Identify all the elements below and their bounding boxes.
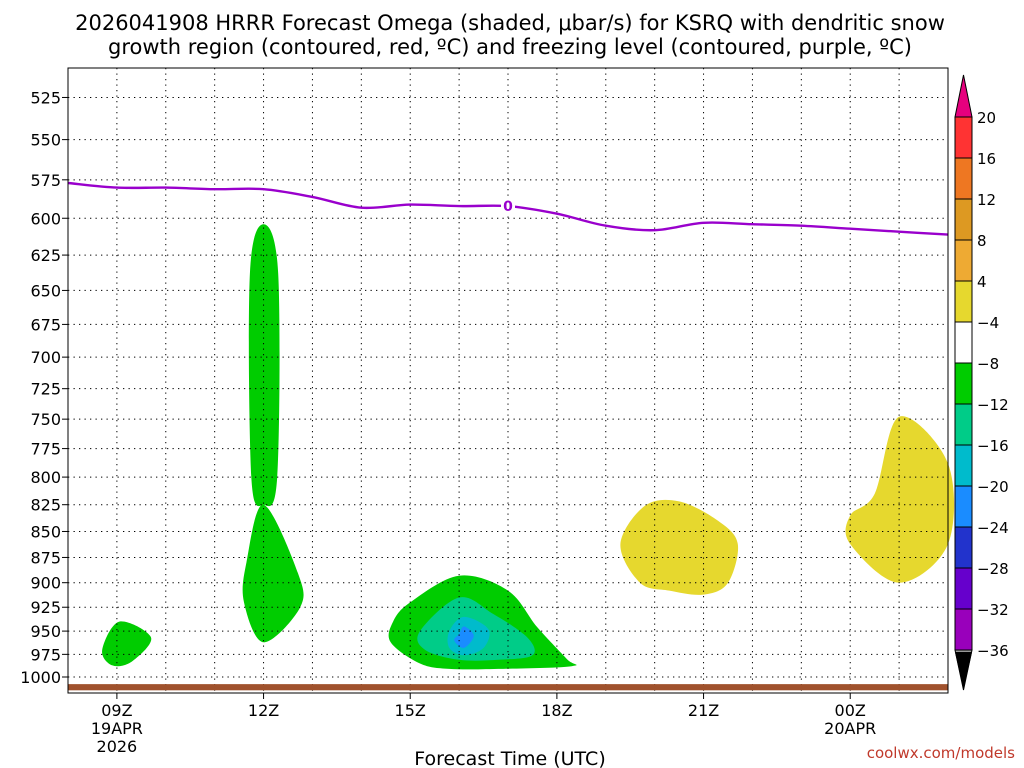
y-tick-label: 875: [30, 548, 61, 567]
ground-bar: [68, 684, 948, 691]
plot-area: [68, 68, 948, 693]
colorbar-segment: [954, 280, 973, 323]
x-tick-label: 21Z: [688, 701, 719, 720]
y-tick-label: 975: [30, 645, 61, 664]
colorbar-segment: [954, 321, 973, 364]
colorbar-segment: [954, 198, 973, 241]
colorbar-label: −24: [977, 519, 1009, 537]
y-tick-label: 775: [30, 440, 61, 459]
colorbar-bottom-arrow: [955, 652, 972, 690]
y-tick-label: 675: [30, 315, 61, 334]
y-tick-label: 900: [30, 574, 61, 593]
colorbar-label: −32: [977, 601, 1009, 619]
colorbar-segment: [954, 567, 973, 610]
plot-frame: [67, 67, 949, 694]
credit-text: coolwx.com/models: [867, 744, 1015, 762]
colorbar-label: 20: [977, 109, 996, 127]
omega-region-green-12z-upper: [248, 224, 280, 507]
x-tick-label: 00Z: [835, 701, 866, 720]
x-tick-label: 18Z: [541, 701, 572, 720]
x-tick-date: 20APR: [824, 719, 876, 738]
x-tick-label: 15Z: [395, 701, 426, 720]
colorbar-label: −20: [977, 478, 1009, 496]
colorbar-label: −16: [977, 437, 1009, 455]
freezing-level-contour: 0: [67, 181, 949, 236]
y-tick-label: 600: [30, 209, 61, 228]
omega-region-yellow-20z: [620, 499, 739, 595]
colorbar-segment: [954, 526, 973, 569]
colorbar-label: −36: [977, 642, 1009, 660]
colorbar-label: 4: [977, 273, 987, 291]
colorbar-segment: [954, 485, 973, 528]
omega-region-yellow-01z: [845, 416, 955, 583]
chart-title-line2: growth region (contoured, red, ºC) and f…: [108, 35, 912, 59]
colorbar-segment: [954, 444, 973, 487]
omega-region-green-12z-lower: [242, 504, 304, 643]
y-tick-label: 925: [30, 598, 61, 617]
chart-title-line1: 2026041908 HRRR Forecast Omega (shaded, …: [75, 11, 945, 35]
omega-region-green-09z: [102, 621, 152, 667]
x-tick-date: 19APR: [91, 719, 143, 738]
omega-shaded-regions: [102, 224, 955, 670]
y-axis: 525 550 575 600 625 650 675 700 725 750 775 800 825 8…: [20, 88, 68, 687]
y-tick-label: 575: [30, 171, 61, 190]
y-tick-label: 650: [30, 281, 61, 300]
y-tick-label: 625: [30, 246, 61, 265]
y-tick-label: 850: [30, 522, 61, 541]
colorbar-label: 8: [977, 232, 987, 250]
y-tick-label: 950: [30, 622, 61, 641]
colorbar-label: −8: [977, 355, 999, 373]
colorbar-segment: [954, 239, 973, 282]
y-tick-label: 750: [30, 410, 61, 429]
colorbar-label: −4: [977, 314, 999, 332]
colorbar-label: 12: [977, 191, 996, 209]
y-tick-label: 525: [30, 88, 61, 107]
y-tick-label: 550: [30, 131, 61, 150]
y-tick-label: 1000: [20, 668, 61, 687]
colorbar: 20 16 12 8 4 −4 −8 −12 −16 −20 −24 −28 −32 −36: [954, 74, 1009, 691]
x-axis-label: Forecast Time (UTC): [414, 748, 605, 768]
colorbar-label: −12: [977, 396, 1009, 414]
omega-region-blue-16z: [454, 626, 474, 648]
grid-lines: [67, 68, 949, 693]
colorbar-label: 16: [977, 150, 996, 168]
colorbar-segment: [954, 116, 973, 159]
x-tick-year: 2026: [97, 737, 138, 756]
freezing-level-label-bg: [501, 198, 515, 215]
x-tick-label: 12Z: [248, 701, 279, 720]
colorbar-segment: [954, 362, 973, 405]
colorbar-label: −28: [977, 560, 1009, 578]
y-tick-label: 800: [30, 468, 61, 487]
x-tick-label: 09Z: [101, 701, 132, 720]
colorbar-top-arrow: [954, 74, 973, 118]
y-tick-label: 825: [30, 496, 61, 515]
freezing-level-label: 0: [503, 199, 513, 215]
colorbar-segment: [954, 157, 973, 200]
y-tick-label: 700: [30, 348, 61, 367]
y-tick-label: 725: [30, 380, 61, 399]
ground-surface: [68, 684, 948, 691]
colorbar-segment: [954, 403, 973, 446]
colorbar-segment: [954, 608, 973, 651]
